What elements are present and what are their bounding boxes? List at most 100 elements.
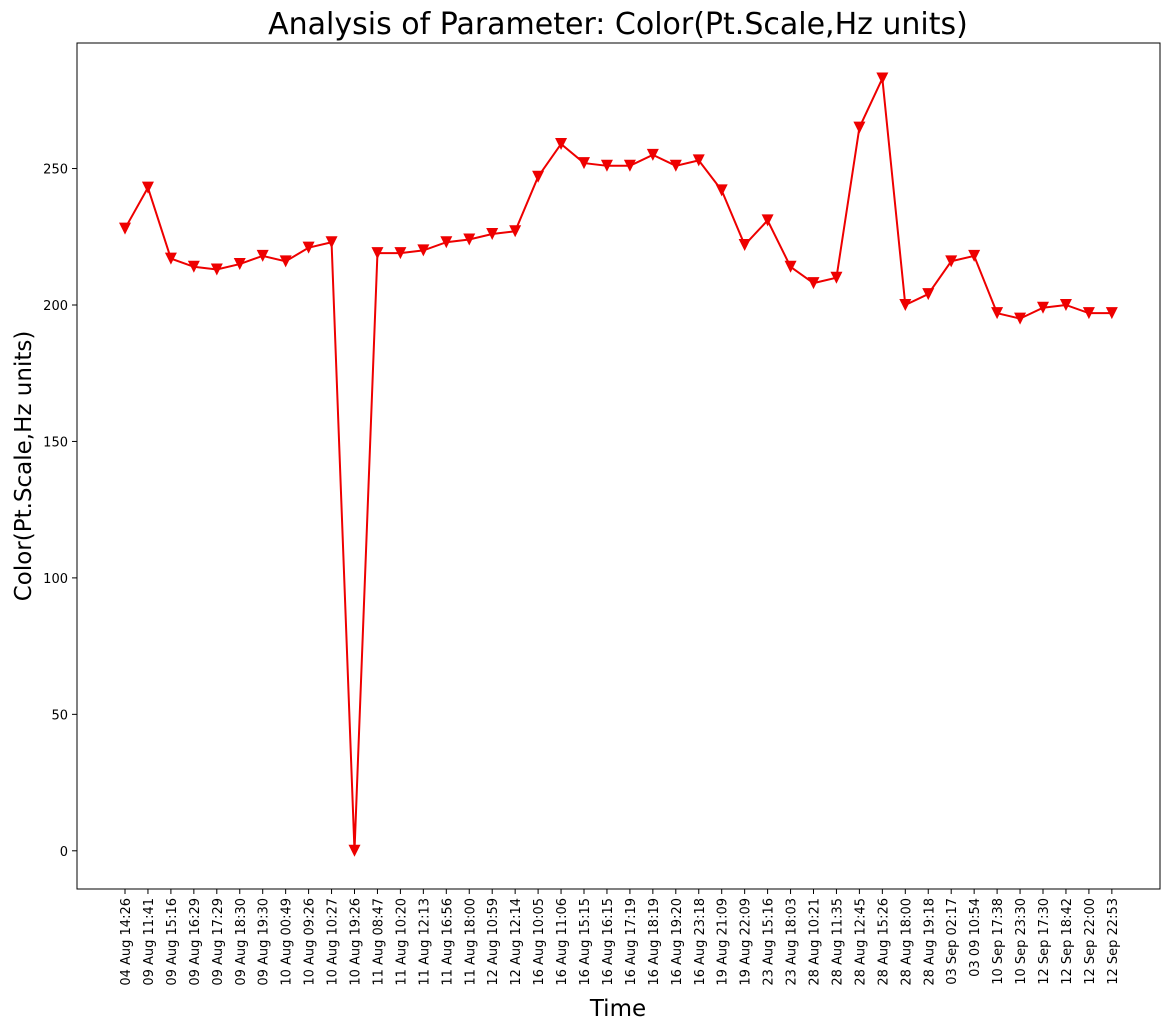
x-tick-label: 12 Sep 18:42 [1060,898,1075,985]
data-point [233,258,246,271]
x-tick-label: 03 09 10:54 [968,898,983,977]
data-point [1037,301,1049,314]
data-point [600,159,613,172]
data-point [899,298,912,311]
x-tick-label: 16 Aug 23:18 [693,898,708,986]
y-tick-label: 0 [60,845,68,860]
x-tick-label: 11 Aug 18:00 [463,898,478,986]
data-point [187,260,200,273]
plot-area [76,42,1161,890]
data-point [532,170,545,183]
x-tick-label: 11 Aug 16:56 [440,898,455,986]
data-point [119,222,131,235]
data-point [555,137,568,150]
x-tick-label: 09 Aug 19:30 [257,898,272,986]
x-tick-label: 28 Aug 10:21 [808,898,823,986]
data-point [509,225,522,238]
data-point [463,233,476,246]
data-point [853,121,866,134]
data-point [784,260,797,273]
data-point [715,184,728,197]
x-tick-label: 28 Aug 19:18 [922,898,937,986]
data-point [302,241,315,254]
data-point [761,214,774,227]
data-point [417,244,430,257]
x-tick-label: 11 Aug 08:47 [371,898,386,986]
chart-title: Analysis of Parameter: Color(Pt.Scale,Hz… [268,7,968,42]
y-tick-label: 200 [43,299,68,314]
x-tick-label: 23 Aug 18:03 [785,898,800,986]
x-tick-label: 28 Aug 12:45 [853,898,868,986]
data-point [256,249,269,262]
data-point [646,148,659,161]
x-tick-label: 28 Aug 15:26 [876,898,891,986]
data-point [394,247,407,260]
data-point [1082,307,1095,320]
x-tick-label: 16 Aug 15:15 [578,898,593,986]
x-tick-label: 10 Sep 23:30 [1014,898,1029,985]
x-tick-label: 16 Aug 11:06 [555,898,570,986]
x-tick-label: 12 Aug 10:59 [486,898,501,986]
x-tick-label: 19 Aug 21:09 [716,898,731,986]
y-tick-label: 250 [43,163,68,178]
data-point [440,236,453,249]
x-tick-label: 09 Aug 11:41 [142,898,157,986]
data-point [279,255,292,268]
data-point [623,159,636,172]
data-point [325,236,338,249]
data-point [738,238,751,251]
x-tick-label: 04 Aug 14:26 [119,898,134,986]
x-tick-label: 11 Aug 12:13 [417,898,432,986]
x-tick-label: 10 Aug 10:27 [326,898,341,986]
x-tick-label: 10 Aug 00:49 [280,898,295,986]
x-tick-label: 16 Aug 16:15 [601,898,616,986]
data-point [922,288,935,301]
x-axis-label: Time [589,996,646,1022]
data-point [486,228,499,241]
data-point [1014,312,1027,325]
x-tick-label: 09 Aug 16:29 [188,898,203,986]
data-point [1059,298,1072,311]
y-axis: 0 50 100 150 200 250 [43,163,77,860]
y-tick-label: 50 [51,708,68,723]
data-point [164,252,177,265]
data-point [876,72,889,85]
x-tick-label: 28 Aug 11:35 [830,898,845,986]
x-axis: 04 Aug 14:26 09 Aug 11:41 09 Aug 15:16 09 A… [119,889,1121,986]
x-tick-label: 10 Aug 19:26 [349,898,364,986]
x-tick-label: 10 Sep 17:38 [991,898,1006,985]
series-markers [119,72,1118,857]
x-tick-label: 09 Aug 15:16 [165,898,180,986]
data-point [968,249,981,262]
x-tick-label: 16 Aug 18:19 [647,898,662,986]
x-tick-label: 11 Aug 10:20 [394,898,409,986]
data-point [1105,307,1118,320]
data-point [991,307,1004,320]
series-line [124,74,1112,851]
x-tick-label: 12 Sep 22:53 [1106,898,1121,985]
data-point [807,277,820,290]
data-point [371,247,384,260]
x-tick-label: 23 Aug 15:16 [762,898,777,986]
data-point [348,844,361,857]
data-point [692,154,705,167]
x-tick-label: 09 Aug 17:29 [211,898,226,986]
y-tick-label: 100 [43,572,68,587]
x-tick-label: 28 Aug 18:00 [899,898,914,986]
data-point [945,255,958,268]
x-tick-label: 03 Sep 02:17 [945,898,960,985]
y-tick-label: 150 [43,435,68,450]
x-tick-label: 09 Aug 18:30 [234,898,249,986]
x-tick-label: 12 Aug 12:14 [509,898,524,986]
x-tick-label: 12 Sep 17:30 [1037,898,1052,985]
x-tick-label: 12 Sep 22:00 [1083,898,1098,985]
data-point [210,263,223,276]
x-tick-label: 16 Aug 19:20 [670,898,685,986]
x-tick-label: 19 Aug 22:09 [739,898,754,986]
data-point [830,271,843,284]
x-tick-label: 10 Aug 09:26 [303,898,318,986]
data-point [669,159,682,172]
x-tick-label: 16 Aug 10:05 [532,898,547,986]
data-point [141,181,154,194]
